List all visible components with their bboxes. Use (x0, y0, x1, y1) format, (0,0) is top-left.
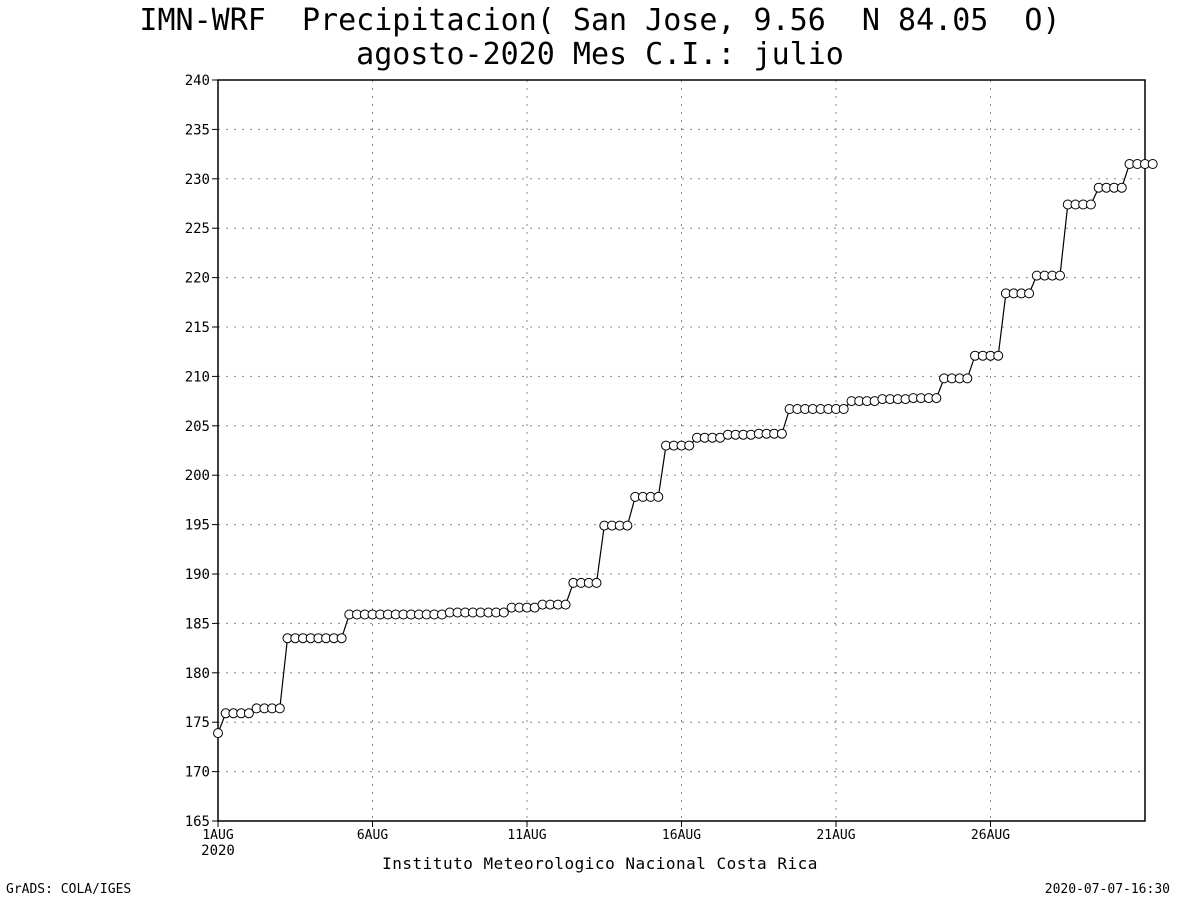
data-point (1024, 288, 1035, 299)
data-point (962, 373, 973, 384)
y-tick-label: 210 (185, 369, 210, 385)
chart-title-line2: agosto-2020 Mes C.I.: julio (356, 37, 844, 72)
x-tick-label: 1AUG (202, 828, 233, 843)
data-point (931, 393, 942, 404)
x-tick-label: 11AUG (507, 828, 546, 843)
data-point (684, 440, 695, 451)
x-tick-sublabel: 2020 (201, 843, 235, 859)
data-point (560, 599, 571, 610)
y-tick-label: 230 (185, 172, 210, 188)
x-tick-label: 26AUG (971, 828, 1010, 843)
y-tick-label: 205 (185, 419, 210, 435)
y-tick-label: 165 (185, 814, 210, 830)
data-point (591, 577, 602, 588)
x-tick-label: 16AUG (662, 828, 701, 843)
y-tick-label: 220 (185, 271, 210, 287)
x-tick-label: 21AUG (816, 828, 855, 843)
y-tick-label: 215 (185, 320, 210, 336)
data-point (1147, 159, 1158, 169)
data-point (993, 350, 1004, 361)
credit-text: Instituto Meteorologico Nacional Costa R… (382, 854, 818, 873)
y-tick-label: 225 (185, 221, 210, 237)
footer-timestamp: 2020-07-07-16:30 (1044, 882, 1170, 897)
y-tick-label: 190 (185, 567, 210, 583)
y-tick-label: 240 (185, 73, 210, 89)
data-point (213, 728, 223, 739)
data-point (776, 428, 787, 439)
data-point (1055, 270, 1065, 281)
y-tick-label: 195 (185, 518, 210, 534)
data-point (1085, 199, 1096, 210)
y-tick-label: 170 (185, 765, 210, 781)
data-point (336, 633, 347, 644)
footer-software: GrADS: COLA/IGES (6, 882, 132, 897)
y-tick-label: 235 (185, 122, 210, 138)
data-point (243, 708, 254, 719)
data-point (498, 607, 509, 618)
x-tick-label: 6AUG (357, 828, 388, 843)
y-tick-label: 180 (185, 666, 210, 682)
data-point (274, 703, 285, 714)
data-point (838, 404, 849, 414)
y-tick-label: 175 (185, 715, 210, 731)
data-point (1116, 182, 1127, 193)
y-tick-label: 185 (185, 616, 210, 632)
chart-title-line1: IMN-WRF Precipitacion( San Jose, 9.56 N … (139, 3, 1061, 38)
data-point (653, 491, 664, 502)
y-tick-label: 200 (185, 468, 210, 484)
data-point (622, 520, 633, 531)
